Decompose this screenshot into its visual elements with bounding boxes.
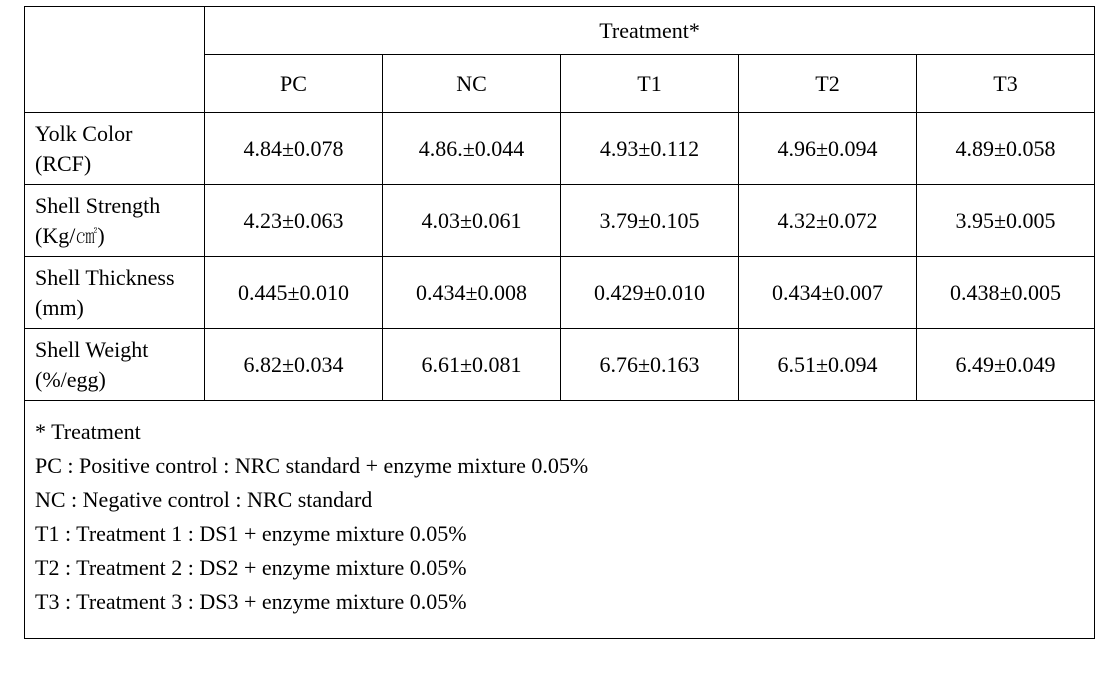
data-cell: 4.32±0.072: [739, 185, 917, 257]
footnote-line: T3 : Treatment 3 : DS3 + enzyme mixture …: [35, 585, 1084, 619]
data-cell: 6.49±0.049: [917, 329, 1095, 401]
row-label-sub: (%/egg): [35, 365, 204, 395]
data-cell: 0.434±0.008: [383, 257, 561, 329]
data-cell: 4.86.±0.044: [383, 113, 561, 185]
row-label-sub: (RCF): [35, 149, 204, 179]
footnote-line: NC : Negative control : NRC standard: [35, 483, 1084, 517]
column-header: PC: [205, 55, 383, 113]
data-cell: 4.03±0.061: [383, 185, 561, 257]
data-cell: 4.93±0.112: [561, 113, 739, 185]
header-treatment: Treatment*: [205, 7, 1095, 55]
data-cell: 3.79±0.105: [561, 185, 739, 257]
data-cell: 0.438±0.005: [917, 257, 1095, 329]
data-cell: 6.76±0.163: [561, 329, 739, 401]
egg-quality-table: Treatment* PC NC T1 T2 T3 Yolk Color (RC…: [24, 6, 1095, 639]
data-cell: 4.23±0.063: [205, 185, 383, 257]
header-row-1: Treatment*: [25, 7, 1095, 55]
row-label-main: Shell Thickness: [35, 265, 175, 290]
footnote-line: PC : Positive control : NRC standard + e…: [35, 449, 1084, 483]
footnote-row: * Treatment PC : Positive control : NRC …: [25, 401, 1095, 639]
table-row: Shell Thickness (mm) 0.445±0.010 0.434±0…: [25, 257, 1095, 329]
data-cell: 3.95±0.005: [917, 185, 1095, 257]
data-cell: 6.61±0.081: [383, 329, 561, 401]
row-label-sub: (Kg/㎠): [35, 221, 204, 251]
footnote-line: T2 : Treatment 2 : DS2 + enzyme mixture …: [35, 551, 1084, 585]
header-blank: [25, 7, 205, 113]
row-label-main: Shell Weight: [35, 337, 148, 362]
data-cell: 4.84±0.078: [205, 113, 383, 185]
row-label: Shell Weight (%/egg): [25, 329, 205, 401]
data-cell: 4.96±0.094: [739, 113, 917, 185]
data-cell: 6.82±0.034: [205, 329, 383, 401]
row-label-main: Yolk Color: [35, 121, 132, 146]
row-label: Shell Strength (Kg/㎠): [25, 185, 205, 257]
table-row: Yolk Color (RCF) 4.84±0.078 4.86.±0.044 …: [25, 113, 1095, 185]
data-cell: 0.445±0.010: [205, 257, 383, 329]
column-header: T1: [561, 55, 739, 113]
row-label: Yolk Color (RCF): [25, 113, 205, 185]
row-label-sub: (mm): [35, 293, 204, 323]
row-label-main: Shell Strength: [35, 193, 160, 218]
table-row: Shell Strength (Kg/㎠) 4.23±0.063 4.03±0.…: [25, 185, 1095, 257]
row-label: Shell Thickness (mm): [25, 257, 205, 329]
footnote-line: * Treatment: [35, 415, 1084, 449]
footnote-line: T1 : Treatment 1 : DS1 + enzyme mixture …: [35, 517, 1084, 551]
column-header: T3: [917, 55, 1095, 113]
data-cell: 0.434±0.007: [739, 257, 917, 329]
table-row: Shell Weight (%/egg) 6.82±0.034 6.61±0.0…: [25, 329, 1095, 401]
data-cell: 0.429±0.010: [561, 257, 739, 329]
column-header: NC: [383, 55, 561, 113]
data-cell: 4.89±0.058: [917, 113, 1095, 185]
data-cell: 6.51±0.094: [739, 329, 917, 401]
column-header: T2: [739, 55, 917, 113]
footnote-cell: * Treatment PC : Positive control : NRC …: [25, 401, 1095, 639]
